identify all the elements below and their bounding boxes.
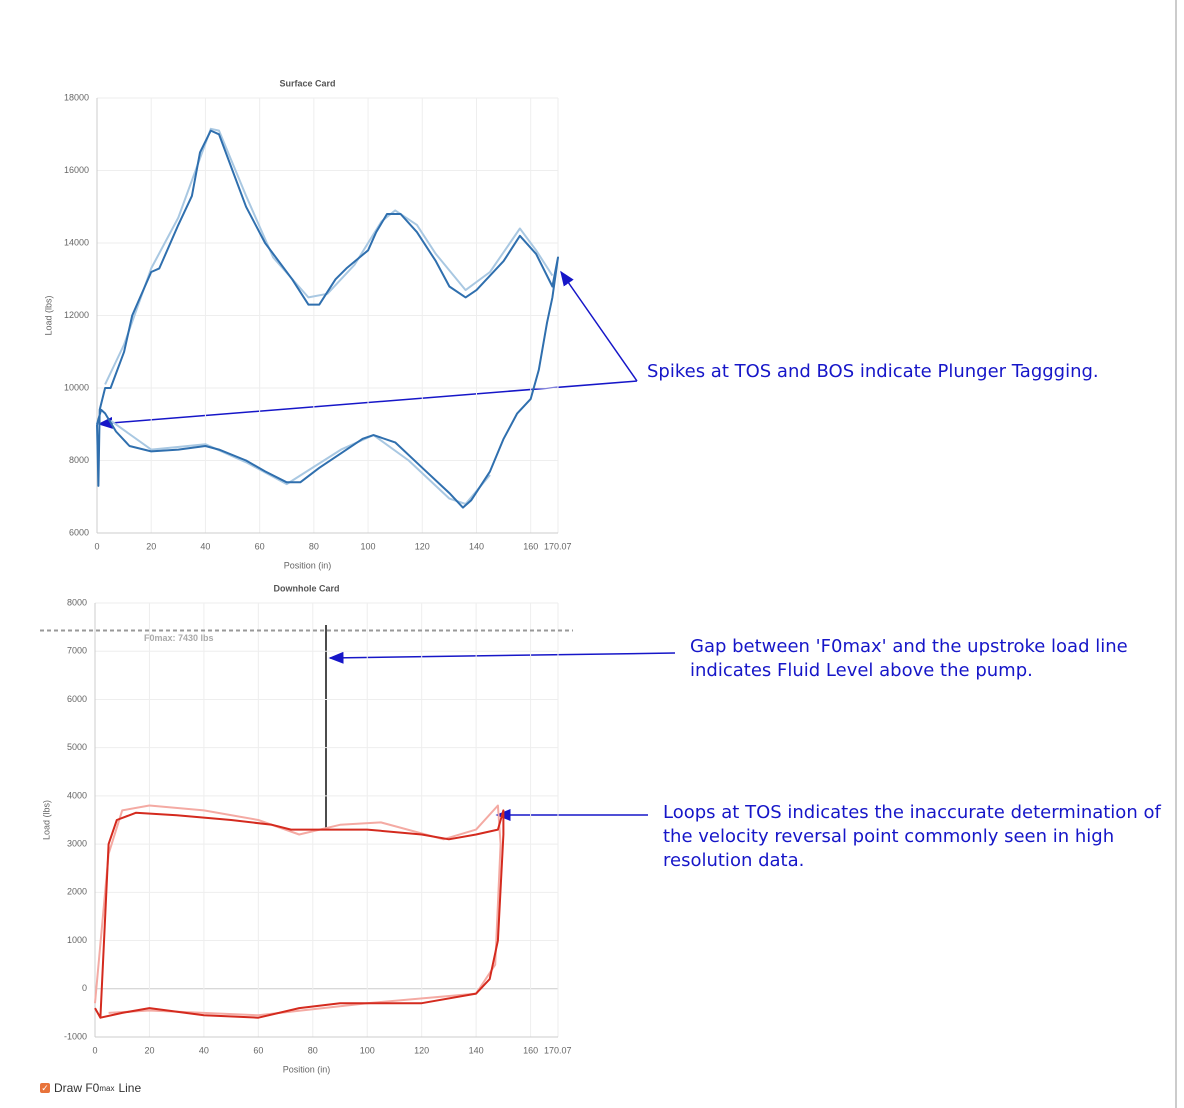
- series-line: [104, 127, 554, 385]
- y-tick-label: 5000: [67, 742, 87, 752]
- x-tick-label: 140: [469, 541, 484, 551]
- y-tick-label: 1000: [67, 935, 87, 945]
- chart-title: Downhole Card: [273, 583, 339, 593]
- y-tick-label: 8000: [67, 597, 87, 607]
- y-tick-label: 7000: [67, 646, 87, 656]
- checkbox-label-sub: max: [99, 1083, 115, 1093]
- x-tick-label: 60: [255, 541, 265, 551]
- y-tick-label: 18000: [64, 92, 89, 102]
- annotation-arrows: [97, 270, 676, 830]
- annotation: Gap between 'F0max' and the upstroke loa…: [690, 636, 1128, 681]
- f0max-checkbox[interactable]: ✓ Draw F0 max Line: [40, 1081, 141, 1095]
- y-tick-label: 16000: [64, 165, 89, 175]
- y-tick-label: 12000: [64, 310, 89, 320]
- checkbox-box[interactable]: ✓: [40, 1083, 50, 1093]
- series-line: [110, 419, 491, 505]
- x-tick-label: 100: [361, 541, 376, 551]
- x-tick-label: 100: [360, 1045, 375, 1055]
- checkbox-label-end: Line: [118, 1081, 142, 1095]
- checkbox-label: Draw F0: [54, 1081, 100, 1095]
- x-tick-label: 60: [253, 1045, 263, 1055]
- x-tick-label: 160: [523, 541, 538, 551]
- chart-title: Surface Card: [279, 78, 335, 88]
- x-tick-label: 120: [415, 541, 430, 551]
- x-tick-label: 170.07: [544, 541, 572, 551]
- x-tick-label: 160: [523, 1045, 538, 1055]
- y-axis-label: Load (lbs): [41, 800, 51, 840]
- y-axis-label: Load (lbs): [43, 295, 53, 335]
- y-tick-label: 2000: [67, 887, 87, 897]
- x-tick-label: 40: [199, 1045, 209, 1055]
- x-tick-label: 140: [469, 1045, 484, 1055]
- f0max-label: F0max: 7430 lbs: [144, 633, 214, 643]
- x-tick-label: 20: [144, 1045, 154, 1055]
- y-tick-label: 8000: [69, 455, 89, 465]
- y-tick-label: 10000: [64, 382, 89, 392]
- y-tick-label: -1000: [64, 1031, 87, 1041]
- x-tick-label: 120: [414, 1045, 429, 1055]
- x-tick-label: 80: [308, 1045, 318, 1055]
- series-line: [94, 809, 505, 1019]
- x-tick-label: 0: [94, 541, 99, 551]
- y-tick-label: 4000: [67, 790, 87, 800]
- annotation: Loops at TOS indicates the inaccurate de…: [663, 802, 1161, 871]
- annotation: Spikes at TOS and BOS indicate Plunger T…: [647, 361, 1099, 382]
- y-tick-label: 3000: [67, 838, 87, 848]
- y-tick-label: 6000: [67, 694, 87, 704]
- x-axis-label: Position (in): [283, 1064, 331, 1074]
- y-tick-label: 6000: [69, 527, 89, 537]
- x-tick-label: 170.07: [544, 1045, 572, 1055]
- x-tick-label: 80: [309, 541, 319, 551]
- y-tick-label: 0: [82, 983, 87, 993]
- x-axis-label: Position (in): [284, 560, 332, 570]
- x-tick-label: 20: [146, 541, 156, 551]
- y-tick-label: 14000: [64, 237, 89, 247]
- series-line: [96, 129, 559, 509]
- x-tick-label: 0: [92, 1045, 97, 1055]
- x-tick-label: 40: [200, 541, 210, 551]
